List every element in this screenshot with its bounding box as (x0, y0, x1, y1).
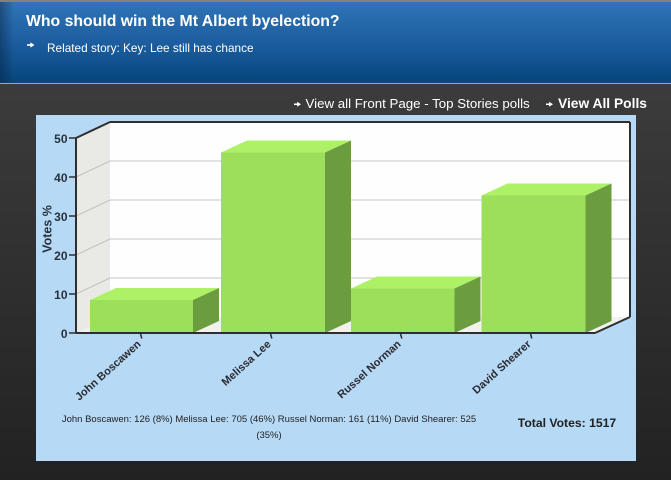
svg-text:David Shearer: David Shearer (470, 338, 534, 397)
svg-text:Melissa Lee: Melissa Lee (220, 338, 274, 388)
svg-text:50: 50 (54, 132, 68, 146)
svg-text:John Boscawen: John Boscawen (73, 338, 143, 403)
svg-text:Russel Norman: Russel Norman (336, 338, 404, 401)
svg-text:30: 30 (54, 210, 68, 224)
svg-text:0: 0 (61, 327, 68, 341)
svg-text:Votes %: Votes % (41, 205, 55, 253)
svg-text:40: 40 (54, 171, 68, 185)
svg-text:20: 20 (54, 249, 68, 263)
svg-text:10: 10 (54, 288, 68, 302)
